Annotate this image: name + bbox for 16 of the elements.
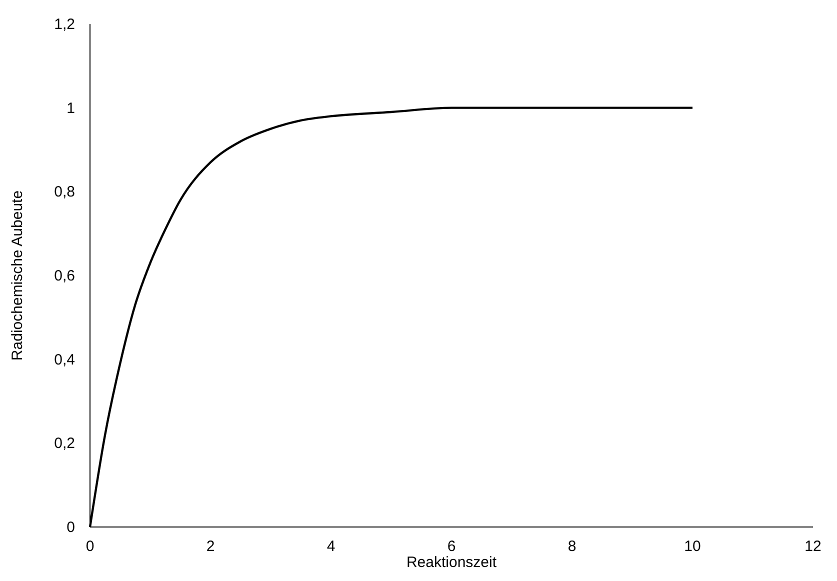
y-axis-title: Radiochemische Aubeute [9, 190, 26, 361]
y-tick-label: 0,8 [54, 184, 75, 201]
x-tick-label: 6 [447, 538, 456, 555]
y-tick-label: 0,2 [54, 435, 75, 452]
x-tick-label: 0 [86, 538, 94, 555]
y-tick-label: 1 [66, 100, 75, 117]
x-tick-label: 2 [206, 538, 215, 555]
x-axis-title: Reaktionszeit [406, 554, 498, 571]
y-tick-label: 0 [66, 519, 75, 536]
x-tick-label: 8 [568, 538, 576, 555]
x-tick-label: 12 [804, 538, 822, 555]
y-tick-label: 0,4 [54, 351, 75, 368]
y-tick-label: 1,2 [54, 16, 75, 33]
y-tick-label: 0,6 [54, 268, 75, 284]
x-tick-label: 4 [326, 538, 336, 555]
x-tick-label: 10 [684, 538, 701, 555]
